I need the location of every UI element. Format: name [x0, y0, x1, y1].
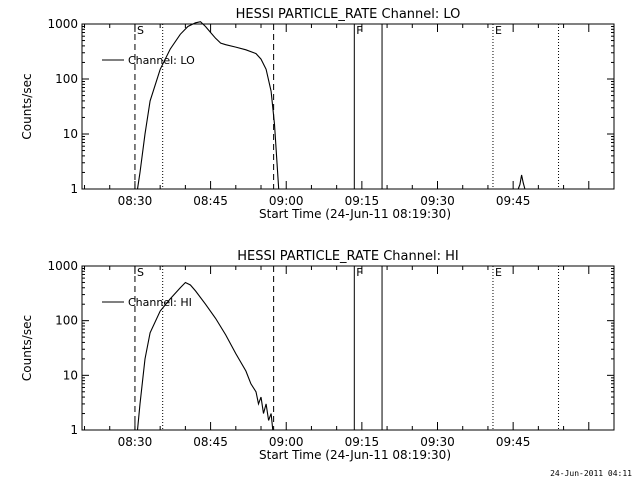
y-tick-label: 1 — [70, 182, 78, 196]
x-tick-label: 09:15 — [345, 435, 380, 449]
series-line-0 — [136, 281, 274, 431]
x-tick-label: 08:45 — [193, 435, 228, 449]
marker-label: S — [137, 266, 144, 279]
legend-label: Channel: HI — [128, 296, 192, 309]
y-tick-label: 100 — [55, 314, 78, 328]
x-tick-label: 08:30 — [118, 194, 153, 208]
x-tick-label: 09:30 — [420, 194, 455, 208]
x-tick-label: 09:45 — [496, 194, 531, 208]
chart-title: HESSI PARTICLE_RATE Channel: HI — [237, 249, 458, 264]
y-tick-label: 1000 — [47, 17, 78, 31]
chart-panel-1: HESSI PARTICLE_RATE Channel: HI 1 10 100 100… — [20, 249, 615, 462]
y-tick-label: 1 — [70, 423, 78, 437]
x-tick-label: 09:00 — [269, 435, 304, 449]
marker-label: F — [356, 24, 362, 37]
marker-label: F — [356, 266, 362, 279]
x-tick-label: 09:15 — [345, 194, 380, 208]
series-line-0 — [136, 21, 280, 190]
y-tick-label: 1000 — [47, 259, 78, 273]
legend-label: Channel: LO — [128, 54, 195, 67]
y-tick-label: 10 — [63, 127, 78, 141]
render-timestamp: 24-Jun-2011 04:11 — [550, 469, 632, 478]
chart-panel-0: HESSI PARTICLE_RATE Channel: LO 1 10 100 100… — [20, 7, 615, 221]
x-tick-label: 08:45 — [193, 194, 228, 208]
x-axis-label: Start Time (24-Jun-11 08:19:30) — [259, 207, 451, 221]
series-line-1 — [517, 174, 526, 190]
x-tick-label: 08:30 — [118, 435, 153, 449]
marker-label: E — [495, 24, 502, 37]
x-tick-label: 09:45 — [496, 435, 531, 449]
y-tick-label: 100 — [55, 72, 78, 86]
x-axis-label: Start Time (24-Jun-11 08:19:30) — [259, 448, 451, 462]
chart-title: HESSI PARTICLE_RATE Channel: LO — [236, 7, 461, 22]
x-tick-label: 09:00 — [269, 194, 304, 208]
x-tick-label: 09:30 — [420, 435, 455, 449]
plot-frame — [81, 23, 615, 190]
marker-label: E — [495, 266, 502, 279]
plot-frame — [81, 265, 615, 431]
y-tick-label: 10 — [63, 368, 78, 382]
y-axis-label: Counts/sec — [20, 315, 34, 381]
marker-label: S — [137, 24, 144, 37]
y-axis-label: Counts/sec — [20, 73, 34, 139]
